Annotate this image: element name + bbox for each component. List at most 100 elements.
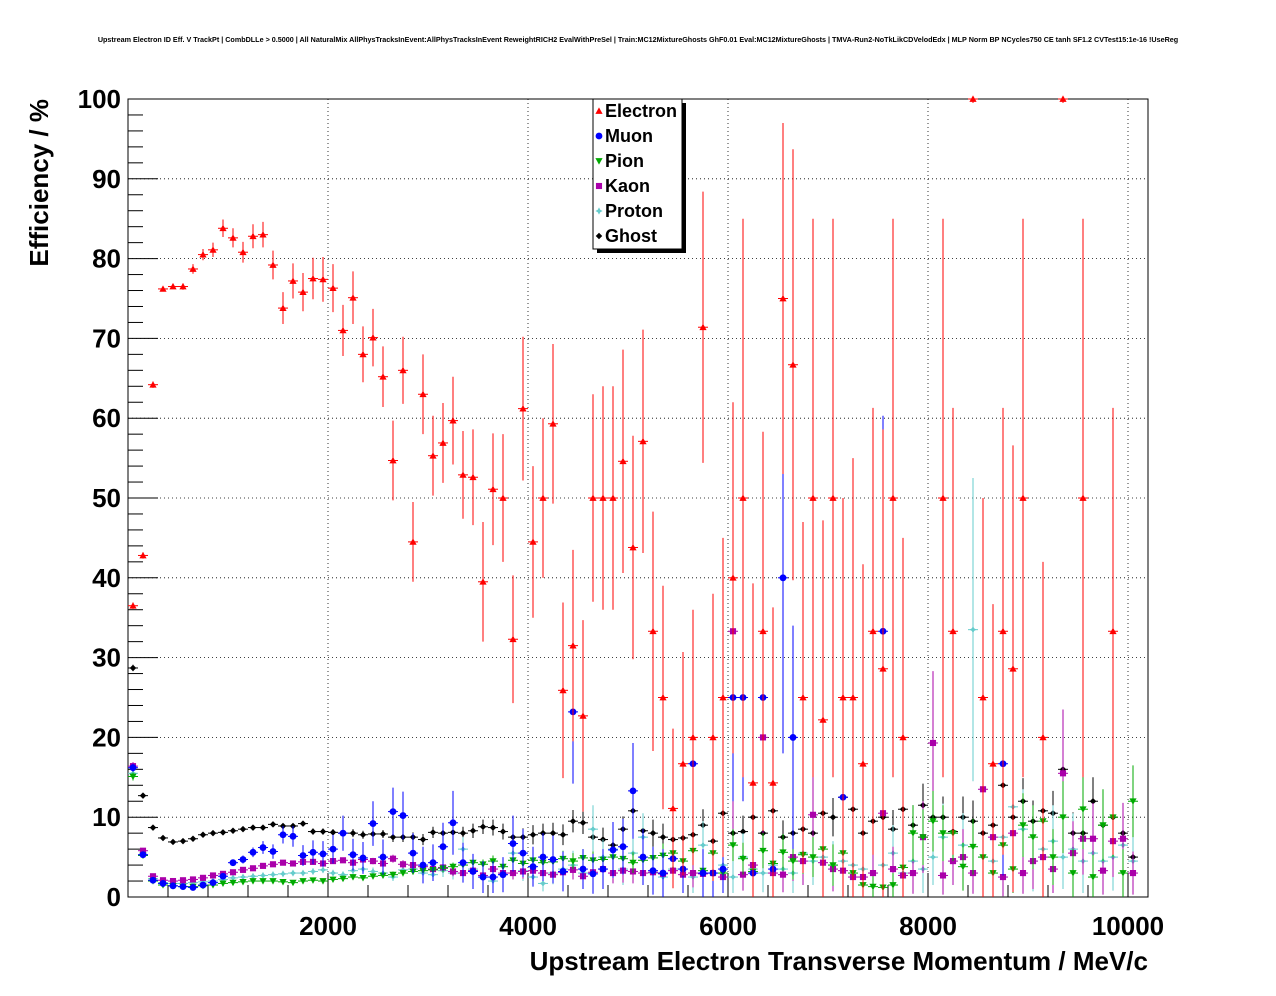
data-point	[279, 859, 287, 866]
data-point	[809, 854, 817, 861]
data-point	[879, 665, 887, 672]
data-point	[409, 849, 417, 857]
data-point	[909, 830, 917, 837]
data-point	[929, 739, 937, 747]
data-point	[779, 849, 787, 856]
data-point	[789, 361, 797, 368]
data-point	[229, 874, 237, 882]
data-point	[509, 870, 517, 877]
data-point	[859, 760, 867, 767]
data-point	[779, 294, 787, 302]
data-point	[939, 494, 947, 501]
data-point	[139, 847, 147, 854]
data-point	[999, 627, 1007, 635]
data-point	[439, 439, 447, 446]
data-point	[919, 834, 927, 841]
data-point	[469, 473, 477, 481]
data-point	[1019, 494, 1027, 501]
data-point	[629, 543, 637, 551]
legend-marker-pion	[595, 158, 603, 165]
y-tick-label: 30	[92, 643, 121, 673]
data-point	[639, 437, 647, 445]
data-point	[439, 843, 447, 851]
data-point	[469, 827, 477, 835]
data-point	[1129, 798, 1137, 805]
data-point	[719, 693, 727, 701]
data-point	[1099, 822, 1107, 829]
data-point	[229, 827, 237, 835]
data-point	[659, 693, 667, 701]
data-point	[1019, 822, 1027, 829]
data-point	[329, 845, 337, 853]
data-point	[239, 873, 247, 881]
data-point	[759, 869, 767, 877]
data-point	[569, 817, 577, 825]
data-point	[1059, 95, 1067, 102]
data-point	[389, 808, 397, 816]
data-point	[139, 792, 147, 799]
data-point	[209, 246, 217, 253]
data-point	[329, 876, 337, 884]
data-point	[129, 602, 137, 609]
data-point	[359, 831, 367, 838]
data-point	[169, 838, 177, 846]
data-point	[689, 870, 697, 877]
data-point	[259, 824, 267, 831]
data-point	[239, 866, 247, 873]
data-point	[729, 842, 737, 849]
data-point	[789, 858, 797, 865]
data-point	[989, 760, 997, 767]
data-point	[279, 304, 287, 311]
grid-lines	[128, 99, 1148, 897]
data-point	[739, 828, 747, 835]
data-point	[749, 779, 757, 786]
data-point	[339, 829, 347, 837]
data-point	[889, 866, 897, 873]
data-point	[269, 878, 277, 885]
data-point	[559, 868, 567, 875]
data-point	[619, 843, 627, 851]
x-tick-label: 8000	[899, 911, 957, 941]
data-point	[149, 824, 157, 831]
data-point	[609, 846, 617, 854]
data-point	[379, 872, 387, 880]
data-point	[259, 231, 267, 238]
data-point	[829, 862, 837, 869]
data-point	[629, 859, 637, 867]
data-point	[659, 869, 667, 877]
y-tick-label: 70	[92, 323, 121, 353]
data-point	[129, 764, 137, 772]
data-point	[229, 234, 237, 241]
data-point	[569, 858, 577, 865]
data-point	[539, 879, 547, 888]
data-point	[459, 859, 467, 867]
data-point	[399, 861, 407, 868]
data-point	[779, 871, 787, 878]
data-point	[299, 869, 307, 877]
data-point	[349, 874, 357, 881]
data-point	[379, 830, 387, 838]
data-point	[209, 879, 217, 887]
data-point	[979, 693, 987, 701]
data-point	[649, 829, 657, 837]
series-electron	[128, 95, 1118, 897]
data-point	[179, 877, 187, 884]
y-tick-label: 100	[78, 84, 121, 114]
data-point	[849, 693, 857, 701]
data-point	[1089, 874, 1097, 881]
legend-label-proton: Proton	[605, 201, 663, 221]
data-point	[339, 857, 347, 864]
data-point	[609, 494, 617, 501]
data-point	[569, 642, 577, 649]
data-point	[399, 366, 407, 374]
data-point	[249, 232, 257, 240]
data-point	[349, 829, 357, 837]
data-point	[249, 865, 257, 872]
data-point	[169, 282, 177, 290]
x-tick-label: 2000	[299, 911, 357, 941]
data-point	[129, 664, 137, 672]
data-point	[319, 866, 327, 874]
data-point	[1089, 798, 1097, 805]
data-point	[139, 851, 147, 859]
data-point	[179, 883, 187, 891]
